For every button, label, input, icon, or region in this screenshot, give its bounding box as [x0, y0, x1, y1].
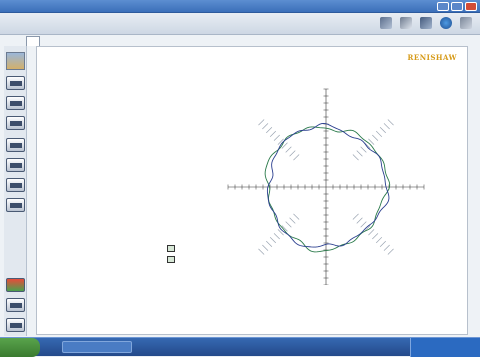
sidebar-item-3-icon	[10, 121, 22, 126]
gear-icon-glyph	[10, 323, 22, 328]
sidebar-item-6[interactable]	[6, 178, 25, 192]
system-tray	[410, 338, 480, 357]
diagonal-marker	[356, 150, 363, 157]
diagonal-marker	[375, 130, 383, 138]
sidebar-item-5[interactable]	[6, 158, 25, 172]
report-page: RENISHAW	[36, 46, 468, 335]
diagonal-marker	[262, 123, 269, 130]
ballbar-polar-plot	[227, 88, 425, 285]
sidebar	[4, 46, 27, 336]
diagonal-marker	[368, 229, 375, 236]
diagonal-marker	[277, 138, 284, 145]
toolbar-icons	[380, 17, 472, 29]
diagonal-marker	[383, 123, 390, 130]
legend-swatch-ccw	[167, 256, 175, 263]
diagonal-marker	[360, 146, 367, 153]
sidebar-item-3[interactable]	[6, 116, 25, 130]
diagonal-marker	[269, 236, 277, 244]
tab-strip	[26, 36, 40, 46]
scan-icon[interactable]	[380, 17, 392, 29]
diagonal-marker	[285, 221, 292, 228]
sidebar-item-1-icon	[10, 81, 22, 86]
diagonal-marker	[285, 146, 292, 153]
sidebar-item-2-icon	[10, 101, 22, 106]
close-button[interactable]	[465, 2, 477, 11]
diagonal-marker	[375, 236, 383, 244]
diagonal-marker	[383, 244, 390, 251]
diagonal-marker	[356, 217, 363, 224]
plot-legend	[167, 245, 203, 265]
diagonal-marker	[262, 244, 269, 251]
help-icon[interactable]	[460, 17, 472, 29]
settings-icon[interactable]	[420, 17, 432, 29]
diagonal-marker	[372, 233, 379, 240]
gear-icon[interactable]	[6, 318, 25, 332]
diagonal-marker	[289, 150, 296, 157]
sidebar-item-4-icon	[10, 143, 22, 148]
diagonal-marker	[360, 221, 367, 228]
diagonal-marker	[293, 213, 300, 220]
globe-icon[interactable]	[440, 17, 452, 29]
sidebar-item-5-icon	[10, 163, 22, 168]
sidebar-item-4[interactable]	[6, 138, 25, 152]
toolbar	[0, 13, 480, 35]
chart-icon[interactable]	[6, 278, 25, 292]
legend-swatch-cw	[167, 245, 175, 252]
home-icon[interactable]	[6, 298, 25, 312]
sidebar-item-7-icon	[10, 203, 22, 208]
tab-results[interactable]	[26, 36, 40, 46]
sidebar-item-7[interactable]	[6, 198, 25, 212]
machine-thumbnail-icon[interactable]	[6, 52, 25, 70]
diagonal-marker	[289, 217, 296, 224]
diagonal-marker	[379, 127, 386, 134]
diagonal-marker	[368, 138, 375, 145]
sidebar-item-2[interactable]	[6, 96, 25, 110]
minimize-button[interactable]	[437, 2, 449, 11]
diagonal-marker	[352, 154, 359, 161]
diagonal-marker	[273, 134, 280, 141]
diagonal-marker	[364, 225, 371, 232]
home-icon-glyph	[10, 303, 22, 308]
trace-clockwise	[264, 126, 391, 253]
diagonal-marker	[379, 240, 386, 247]
diagonal-marker	[266, 127, 273, 134]
diagonal-marker	[387, 119, 394, 126]
taskbar-app[interactable]	[62, 341, 132, 353]
diagonal-marker	[258, 248, 265, 255]
diagonal-marker	[352, 213, 359, 220]
window-controls	[437, 2, 477, 11]
diagonal-marker	[266, 240, 273, 247]
diagonal-marker	[281, 142, 288, 149]
diagonal-marker	[387, 248, 394, 255]
sidebar-item-6-icon	[10, 183, 22, 188]
renishaw-logo: RENISHAW	[407, 53, 457, 62]
maximize-button[interactable]	[451, 2, 463, 11]
title-bar	[0, 0, 480, 13]
diagonal-marker	[258, 119, 265, 126]
taskbar	[0, 337, 480, 357]
diagonal-marker	[293, 154, 300, 161]
sidebar-item-1[interactable]	[6, 76, 25, 90]
diagonal-marker	[277, 229, 284, 236]
diagonal-marker	[372, 134, 379, 141]
diagonal-marker	[281, 225, 288, 232]
print-icon[interactable]	[400, 17, 412, 29]
diagonal-marker	[273, 233, 280, 240]
start-button[interactable]	[0, 338, 40, 357]
diagonal-marker	[269, 130, 277, 138]
trace-counterclockwise	[266, 122, 390, 248]
